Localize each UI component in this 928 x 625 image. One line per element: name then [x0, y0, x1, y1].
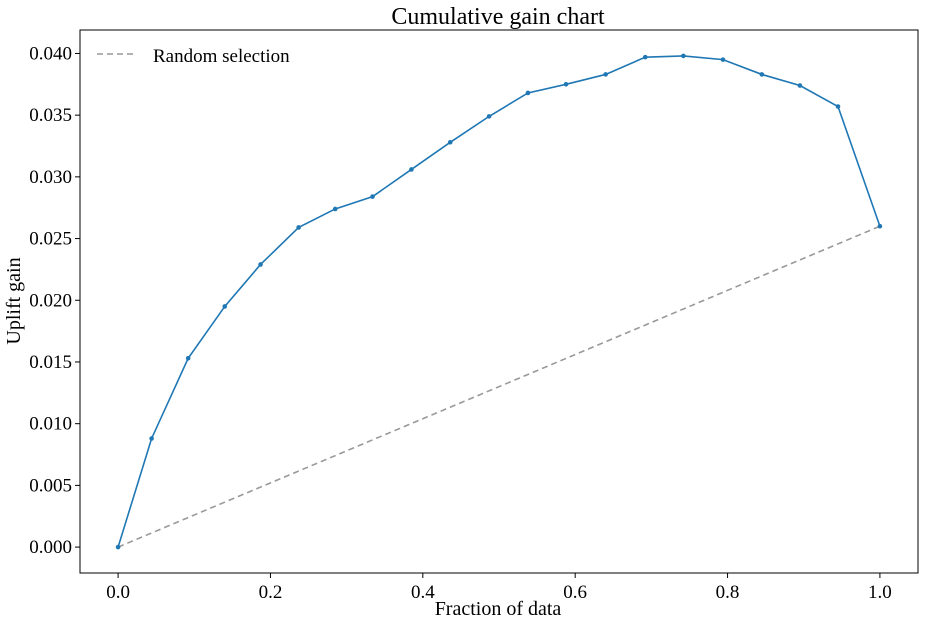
uplift-gain-point — [115, 544, 121, 550]
uplift-gain-point — [370, 194, 375, 199]
x-tick-label: 0.4 — [411, 582, 435, 603]
uplift-gain-point — [835, 104, 841, 109]
series-layer — [115, 53, 883, 550]
y-tick-label: 0.025 — [29, 229, 72, 250]
x-tick-label: 1.0 — [868, 582, 892, 603]
uplift-gain-point — [563, 82, 569, 87]
uplift-gain-point — [642, 54, 648, 60]
plot-frame — [79, 29, 919, 574]
y-tick-label: 0.005 — [29, 475, 72, 496]
x-tick-label: 0.8 — [716, 582, 740, 603]
uplift-gain-point — [332, 206, 338, 212]
y-tick-label: 0.015 — [29, 352, 72, 373]
uplift-gain-point — [149, 436, 154, 441]
uplift-gain-point — [681, 53, 686, 59]
uplift-gain-point — [222, 304, 228, 309]
x-axis-ticks: 0.0 0.2 0.4 0.6 0.8 1.0 — [106, 573, 892, 603]
chart-title: Cumulative gain chart — [391, 4, 605, 30]
legend-label-random-selection: Random selection — [153, 46, 290, 67]
uplift-gain-point — [525, 90, 531, 96]
y-tick-label: 0.020 — [29, 290, 72, 311]
x-tick-label: 0.6 — [563, 582, 587, 603]
y-tick-label: 0.030 — [29, 167, 72, 188]
legend: Random selection — [97, 46, 290, 67]
uplift-gain-point — [486, 114, 492, 119]
uplift-gain-line — [117, 55, 881, 548]
uplift-gain-point — [409, 167, 414, 172]
uplift-gain-point — [296, 225, 301, 230]
uplift-gain-point — [258, 262, 263, 267]
y-tick-label: 0.000 — [29, 537, 72, 558]
y-tick-label: 0.040 — [29, 43, 72, 64]
uplift-gain-point — [603, 72, 608, 77]
y-axis-ticks: 0.000 0.005 0.010 0.015 0.020 0.025 0.030 0.035… — [29, 43, 80, 558]
y-tick-label: 0.035 — [29, 105, 72, 126]
uplift-gain-point — [185, 355, 191, 361]
uplift-gain-point — [720, 57, 726, 62]
x-axis-label: Fraction of data — [435, 598, 562, 620]
random-selection-line — [117, 225, 881, 548]
x-tick-label: 0.0 — [106, 582, 130, 603]
y-axis-label: Uplift gain — [3, 257, 25, 344]
x-tick-label: 0.2 — [259, 582, 283, 603]
uplift-gain-point — [759, 72, 765, 77]
uplift-gain-point — [877, 223, 883, 229]
y-tick-label: 0.010 — [29, 414, 72, 435]
uplift-gain-point — [797, 83, 803, 88]
uplift-gain-point — [447, 140, 453, 145]
